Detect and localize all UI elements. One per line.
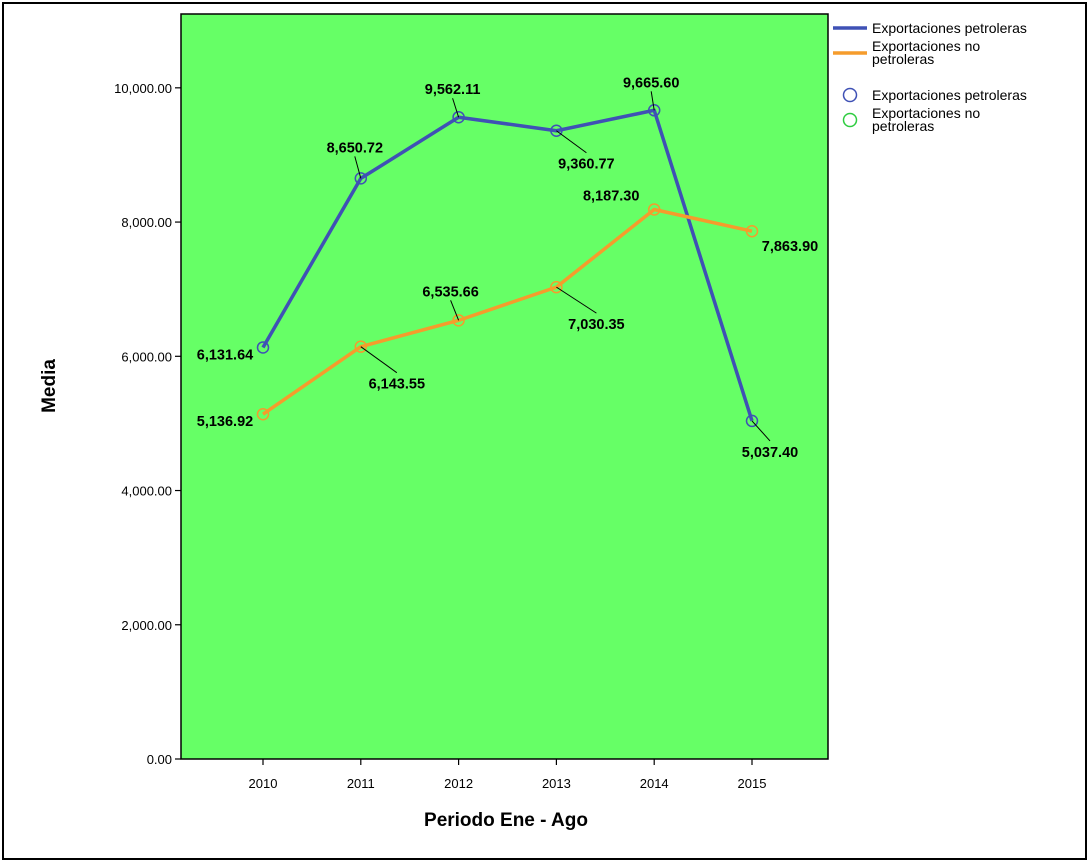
- data-label-leader: [556, 286, 597, 314]
- data-point: [550, 280, 563, 294]
- series-layer: [256, 104, 759, 428]
- data-point: [256, 341, 270, 354]
- data-label: 5,037.40: [742, 445, 798, 461]
- x-axis-title: Periodo Ene - Ago: [424, 810, 588, 831]
- data-labels: 6,131.64 8,650.72 9,562.11 9,360.77 9,665.60…: [197, 75, 818, 461]
- data-point: [745, 224, 759, 238]
- y-tick-label: 8,000.00: [121, 215, 172, 230]
- legend-label: Exportaciones petroleras: [872, 87, 1027, 103]
- legend-item: Exportaciones petroleras: [833, 20, 1027, 36]
- y-tick-label: 2,000.00: [121, 618, 172, 633]
- legend: Exportaciones petroleras Exportaciones no…: [833, 20, 1027, 134]
- data-label: 9,665.60: [623, 75, 679, 91]
- data-label-leader: [450, 300, 460, 321]
- legend-marker-swatch: [842, 87, 858, 103]
- data-label: 8,650.72: [327, 140, 383, 156]
- data-label: 7,863.90: [762, 239, 818, 255]
- y-axis: 0.00 2,000.00 4,000.00 6,000.00 8,000.00 10,0…: [114, 81, 181, 767]
- y-tick-label: 0.00: [147, 752, 172, 767]
- x-tick-label: 2015: [738, 776, 767, 791]
- data-point: [354, 340, 368, 353]
- data-point: [745, 414, 759, 428]
- data-label-leader: [556, 130, 587, 154]
- y-tick-label: 6,000.00: [121, 349, 172, 364]
- data-label: 6,535.66: [422, 284, 478, 300]
- data-label: 6,131.64: [197, 347, 253, 363]
- data-label-leader: [354, 156, 362, 179]
- series-line-2: [262, 207, 753, 416]
- y-axis-title: Media: [39, 359, 60, 413]
- legend-label: Exportaciones no petroleras: [872, 38, 980, 67]
- data-label: 9,360.77: [558, 157, 614, 173]
- data-point: [647, 104, 661, 117]
- x-tick-label: 2013: [542, 776, 571, 791]
- data-point: [452, 314, 465, 327]
- data-label: 5,136.92: [197, 414, 253, 430]
- data-label-leader: [751, 420, 771, 442]
- legend-marker-swatch: [842, 112, 858, 128]
- data-label: 8,187.30: [583, 188, 639, 204]
- legend-item: Exportaciones petroleras: [842, 87, 1027, 103]
- x-tick-label: 2010: [249, 776, 278, 791]
- x-tick-label: 2014: [640, 776, 669, 791]
- data-point: [354, 172, 368, 185]
- data-label-leader: [360, 346, 398, 374]
- data-label-leader: [452, 98, 460, 118]
- series-line-1: [261, 108, 754, 422]
- x-axis: 2010 2011 2012 2013 2014 2015: [249, 759, 767, 791]
- data-point: [647, 203, 661, 216]
- legend-item: Exportaciones no petroleras: [833, 38, 980, 67]
- y-tick-label: 10,000.00: [114, 81, 172, 96]
- data-point: [550, 124, 563, 137]
- y-tick-label: 4,000.00: [121, 484, 172, 499]
- legend-item: Exportaciones no petroleras: [842, 105, 980, 134]
- x-tick-label: 2011: [347, 776, 375, 791]
- data-label: 7,030.35: [568, 317, 624, 333]
- data-label-leader: [650, 91, 655, 111]
- legend-label: Exportaciones no petroleras: [872, 105, 980, 134]
- x-tick-label: 2012: [444, 776, 473, 791]
- data-label: 9,562.11: [425, 82, 481, 98]
- data-point: [452, 110, 465, 124]
- plot-area: [180, 13, 829, 760]
- data-label: 6,143.55: [369, 377, 425, 393]
- data-point: [256, 407, 270, 421]
- legend-label: Exportaciones petroleras: [872, 20, 1027, 36]
